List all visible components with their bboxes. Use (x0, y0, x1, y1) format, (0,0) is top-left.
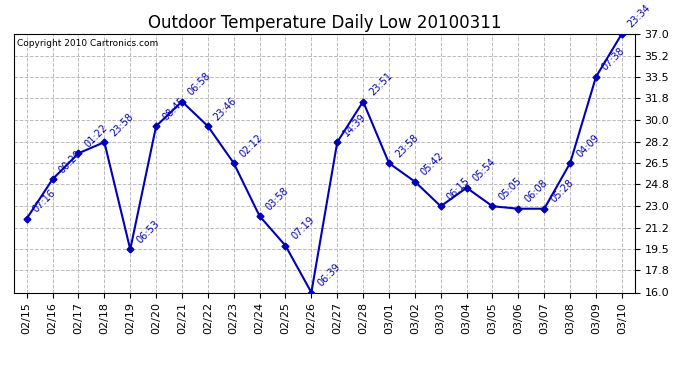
Text: 04:09: 04:09 (574, 132, 601, 159)
Text: 23:51: 23:51 (367, 70, 394, 98)
Text: 07:38: 07:38 (600, 46, 627, 73)
Text: 06:08: 06:08 (522, 178, 549, 204)
Text: 08:45: 08:45 (160, 95, 187, 122)
Text: 05:28: 05:28 (549, 178, 575, 204)
Text: 06:53: 06:53 (135, 218, 161, 245)
Text: 14:39: 14:39 (342, 111, 368, 138)
Text: 00:20: 00:20 (57, 148, 83, 175)
Text: 03:58: 03:58 (264, 185, 290, 212)
Text: Copyright 2010 Cartronics.com: Copyright 2010 Cartronics.com (17, 39, 158, 48)
Text: 23:46: 23:46 (212, 95, 239, 122)
Text: 06:15: 06:15 (445, 175, 472, 202)
Text: 23:58: 23:58 (108, 111, 135, 138)
Text: 23:34: 23:34 (626, 3, 653, 30)
Text: 05:05: 05:05 (497, 175, 524, 202)
Text: 23:58: 23:58 (393, 132, 420, 159)
Text: 05:42: 05:42 (419, 151, 446, 177)
Text: 02:12: 02:12 (238, 132, 265, 159)
Text: 05:54: 05:54 (471, 157, 497, 184)
Text: 06:39: 06:39 (315, 262, 342, 288)
Text: 07:19: 07:19 (290, 215, 317, 242)
Text: 07:16: 07:16 (31, 188, 58, 214)
Text: 06:58: 06:58 (186, 70, 213, 98)
Text: 01:22: 01:22 (83, 122, 110, 149)
Title: Outdoor Temperature Daily Low 20100311: Outdoor Temperature Daily Low 20100311 (148, 14, 501, 32)
